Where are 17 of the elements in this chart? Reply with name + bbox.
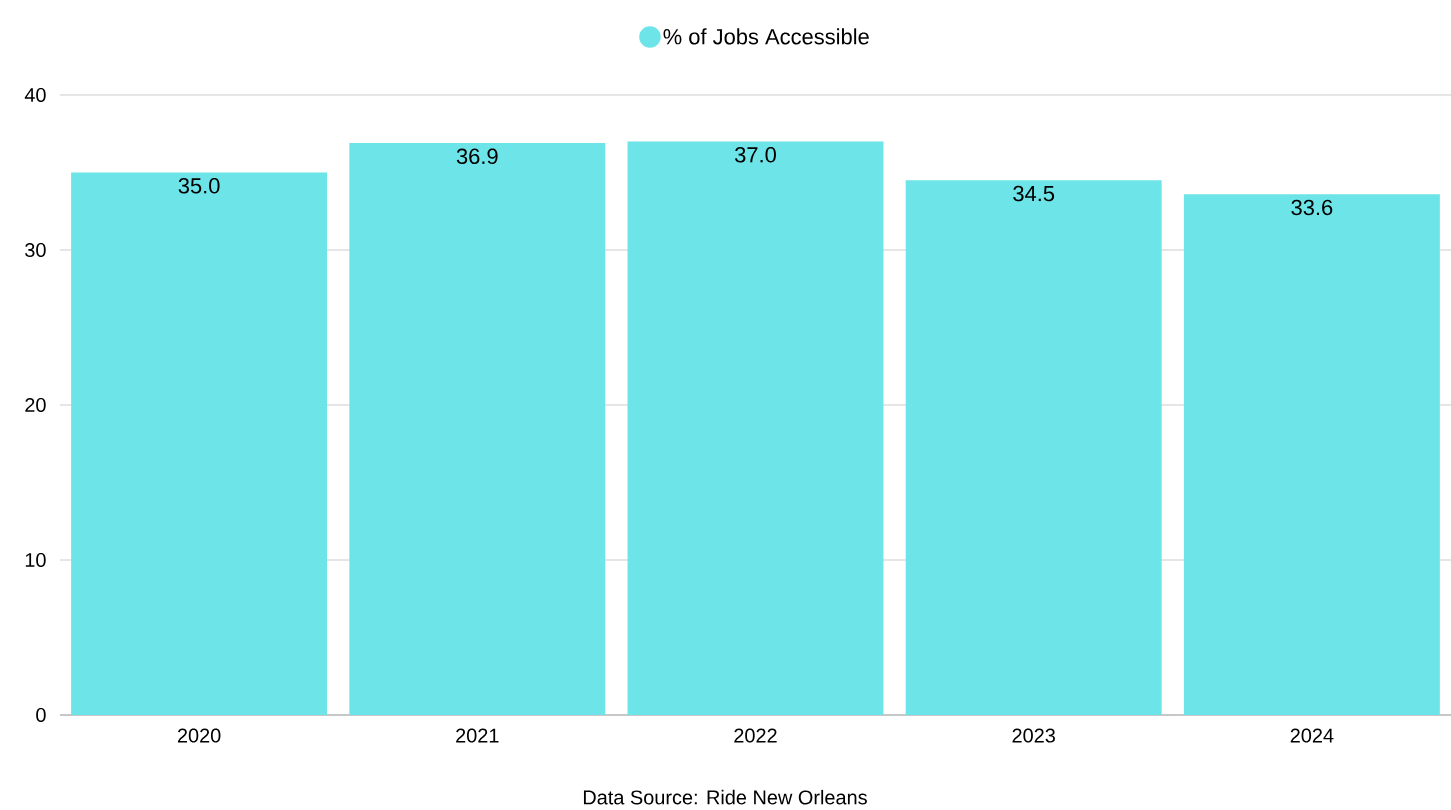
y-tick-label: 20 [25,397,46,413]
source-note: Data Source: Ride New Orleans [583,789,867,805]
x-tick-label: 2023 [1012,728,1055,743]
y-tick-label: 10 [25,552,46,568]
data-label: 34.5 [1013,185,1055,202]
x-tick-label: 2020 [177,728,221,743]
legend-label: % of Jobs Accessible [663,28,869,45]
x-tick-label: 2021 [456,728,499,743]
data-label: 33.6 [1291,199,1333,216]
y-tick-label: 30 [25,242,46,258]
data-label: 37.0 [734,147,776,163]
y-tick-label: 0 [36,707,46,723]
data-label: 35.0 [178,178,220,194]
data-label: 36.9 [456,148,498,165]
y-tick-label: 40 [24,87,46,103]
x-tick-label: 2022 [734,728,777,743]
x-tick-label: 2024 [1290,728,1334,743]
